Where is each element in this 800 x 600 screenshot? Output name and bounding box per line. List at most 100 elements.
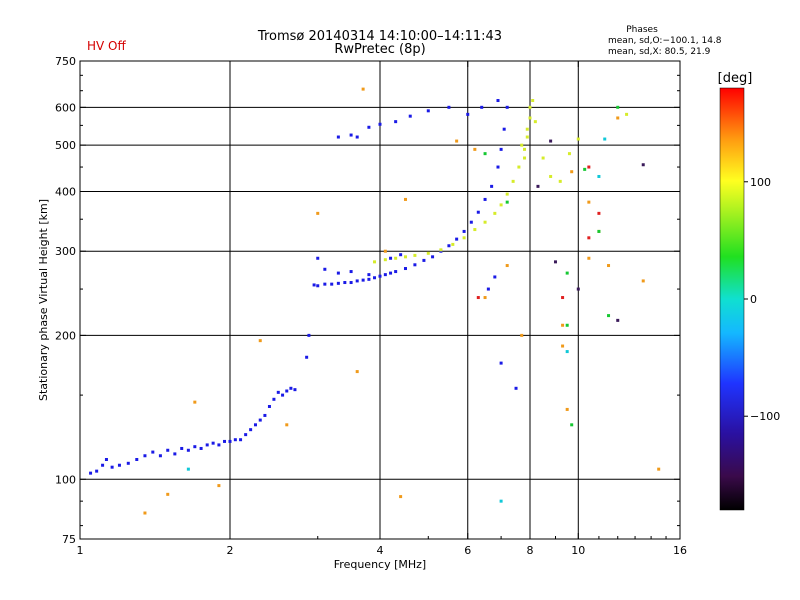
data-point (228, 439, 232, 443)
data-point (587, 236, 591, 240)
data-point (483, 220, 487, 224)
x-tick-label: 8 (527, 544, 534, 557)
data-point (399, 253, 403, 257)
data-point (561, 296, 565, 300)
data-point (223, 439, 227, 443)
data-point (486, 287, 490, 291)
data-point (101, 463, 105, 467)
x-tick-label: 16 (673, 544, 687, 557)
hv-status: HV Off (87, 39, 126, 53)
data-point (367, 273, 371, 277)
grid-lines (80, 61, 680, 539)
data-point (289, 386, 293, 390)
y-tick-label: 200 (55, 329, 76, 342)
data-point (505, 105, 509, 109)
data-point (151, 450, 155, 454)
data-point (476, 210, 480, 214)
data-point (361, 87, 365, 91)
data-point (511, 179, 515, 183)
data-point (211, 441, 215, 445)
data-point (587, 200, 591, 204)
data-point (455, 237, 459, 241)
data-point (143, 454, 147, 458)
data-point (104, 457, 108, 461)
data-point (249, 428, 253, 432)
data-point (389, 271, 393, 275)
data-point (394, 270, 398, 274)
colorbar-gradient (719, 87, 745, 511)
data-point (533, 120, 537, 124)
data-point (307, 333, 311, 337)
data-point (528, 116, 532, 120)
x-axis-ticks: 1 2 4 6 8 10 16 (77, 61, 687, 557)
data-point (336, 271, 340, 275)
y-tick-label: 750 (55, 55, 76, 68)
data-point (531, 99, 535, 103)
data-point (641, 163, 645, 167)
data-point (505, 264, 509, 268)
data-point (431, 255, 435, 259)
data-point (336, 135, 340, 139)
data-point (323, 267, 327, 271)
data-point (525, 135, 529, 139)
chart-subtitle: RwPretec (8p) (334, 42, 425, 57)
data-point (267, 404, 271, 408)
data-point (399, 495, 403, 499)
x-tick-label: 4 (377, 544, 384, 557)
data-point (233, 438, 237, 442)
data-point (514, 386, 518, 390)
data-point (480, 105, 484, 109)
data-point (525, 127, 529, 131)
data-point (567, 152, 571, 156)
data-point (281, 393, 285, 397)
data-point (476, 296, 480, 300)
phases-heading: Phases (626, 25, 658, 35)
data-point (570, 423, 574, 427)
data-point (312, 283, 316, 287)
data-point (330, 282, 334, 286)
data-point (597, 211, 601, 215)
data-point (576, 137, 580, 141)
data-point (483, 197, 487, 201)
chart-title: Tromsø 20140314 14:10:00–14:11:43 (257, 29, 502, 44)
y-axis-label: Stationary phase Virtual Height [km] (37, 199, 50, 401)
data-point (186, 448, 190, 452)
data-point (499, 203, 503, 207)
data-point (199, 446, 203, 450)
data-point (316, 284, 320, 288)
data-point (95, 469, 99, 473)
x-tick-label: 1 (77, 544, 84, 557)
data-point (625, 112, 629, 116)
y-axis-ticks: 75 100 200 300 400 500 600 750 (55, 55, 680, 546)
data-point (110, 465, 114, 469)
data-point (493, 275, 497, 279)
y-tick-label: 400 (55, 185, 76, 198)
data-point (285, 389, 289, 393)
data-point (349, 281, 353, 285)
data-point (558, 179, 562, 183)
data-point (607, 264, 611, 268)
data-point (455, 139, 459, 143)
data-point (367, 277, 371, 281)
data-point (373, 276, 377, 280)
data-point (426, 109, 430, 113)
phases-x-stats: mean, sd,X: 80.5, 21.9 (608, 47, 711, 57)
data-point (561, 344, 565, 348)
data-point (383, 258, 387, 262)
data-point (389, 256, 393, 260)
data-point (316, 256, 320, 260)
data-point (383, 273, 387, 277)
data-point (349, 270, 353, 274)
data-point (447, 105, 451, 109)
data-point (483, 152, 487, 156)
data-point (483, 296, 487, 300)
data-point (490, 184, 494, 188)
data-point (561, 323, 565, 327)
data-point (447, 244, 451, 248)
data-point (343, 281, 347, 285)
x-tick-label: 6 (464, 544, 471, 557)
data-point (378, 274, 382, 278)
data-point (469, 220, 473, 224)
data-point (394, 120, 398, 124)
data-point (499, 147, 503, 151)
